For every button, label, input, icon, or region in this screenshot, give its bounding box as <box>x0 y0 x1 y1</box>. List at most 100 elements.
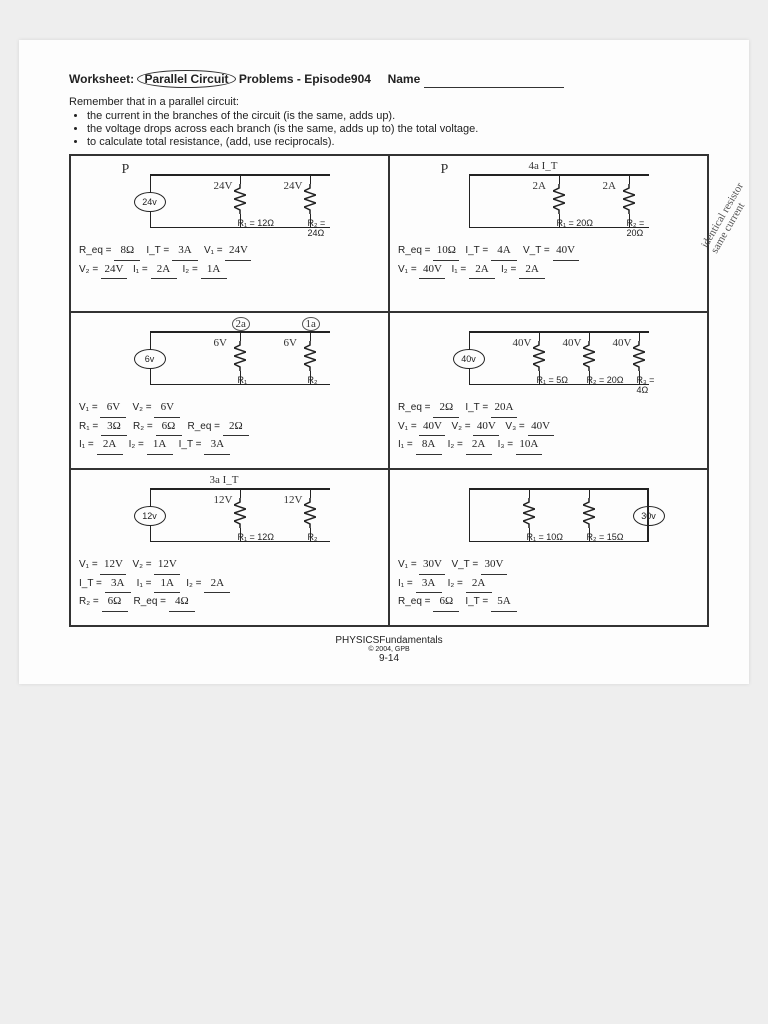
title-circled: Parallel Circuit <box>137 70 235 88</box>
answer-value: 3A <box>204 436 230 455</box>
answer-item: V₁ = 30V <box>398 556 445 575</box>
circuit-diagram: 6vR₁6V2aR₂6V1a <box>120 323 340 393</box>
handwritten-value: 24V <box>214 180 233 192</box>
answer-row: R₂ = 6Ω R_eq = 4Ω <box>79 593 380 612</box>
header: Worksheet: Parallel Circuit Problems - E… <box>69 70 709 88</box>
answer-row: I₁ = 3AI₂ = 2A <box>398 575 699 594</box>
answer-value: 3A <box>172 242 198 261</box>
answer-value: 30V <box>419 556 445 575</box>
answer-value: 2Ω <box>223 418 249 437</box>
answer-item: I₂ = 2A <box>186 575 230 594</box>
answer-row: I₁ = 8AI₂ = 2AI₃ = 10A <box>398 436 699 455</box>
answer-block: V₁ = 12VV₂ = 12VI_T = 3AI₁ = 1AI₂ = 2AR₂… <box>79 556 380 612</box>
answer-item: R_eq = 8Ω <box>79 242 140 261</box>
circuit-diagram: P4a I_TR₁ = 20Ω2AR₂ = 20Ω2A <box>439 166 659 236</box>
answer-item: I₂ = 1A <box>129 436 173 455</box>
answer-value: 6V <box>154 399 180 418</box>
handwritten-value: 12V <box>284 494 303 506</box>
answer-item: V₃ = 40V <box>505 418 553 437</box>
answer-row: V₁ = 40V V₂ = 40V V₃ = 40V <box>398 418 699 437</box>
answer-row: V₁ = 30VV_T = 30V <box>398 556 699 575</box>
answer-value: 12V <box>100 556 126 575</box>
answer-value: 1A <box>154 575 180 594</box>
answer-row: R_eq = 6ΩI_T = 5A <box>398 593 699 612</box>
answer-item: R₁ = 3Ω <box>79 418 127 437</box>
intro-bullet: the voltage drops across each branch (is… <box>87 123 709 135</box>
answer-item: R₂ = 6Ω <box>79 593 128 612</box>
answer-value: 6Ω <box>156 418 182 437</box>
answer-value: 8Ω <box>114 242 140 261</box>
answer-item: V₂ = 12V <box>132 556 180 575</box>
answer-value: 1A <box>201 261 227 280</box>
answer-row: V₁ = 12V V₂ = 12V <box>79 556 380 575</box>
answer-item: V₂ = 6V <box>132 399 180 418</box>
footer-title: PHYSICSFundamentals <box>335 635 442 646</box>
answer-value: 6V <box>100 399 126 418</box>
handwritten-value: 12V <box>214 494 233 506</box>
answer-item: I_T = 3A <box>146 242 198 261</box>
answer-item: V₂ = 40V <box>451 418 499 437</box>
problem-cell: 12v3a I_TR₁ = 12Ω12VR₂12VV₁ = 12VV₂ = 12… <box>70 469 389 626</box>
answer-item: I_T = 5A <box>465 593 517 612</box>
margin-note: identical resistor same current <box>700 167 764 256</box>
answer-block: V₁ = 30VV_T = 30VI₁ = 3AI₂ = 2AR_eq = 6Ω… <box>398 556 699 612</box>
answer-item: I_T = 4A <box>465 242 517 261</box>
answer-value: 24V <box>101 261 127 280</box>
answer-value: 3A <box>416 575 442 594</box>
answer-value: 2A <box>151 261 177 280</box>
name-blank[interactable] <box>424 87 564 88</box>
answer-row: V₂ = 24VI₁ = 2AI₂ = 1A <box>79 261 380 280</box>
problem-cell: 40vR₁ = 5Ω40VR₂ = 20Ω40VR₃ = 4Ω40VR_eq =… <box>389 312 708 469</box>
problem-cell: P4a I_TR₁ = 20Ω2AR₂ = 20Ω2A R_eq = 10Ω I_T… <box>389 155 708 312</box>
answer-row: R_eq = 2ΩI_T = 20A <box>398 399 699 418</box>
answer-item: I₁ = 2A <box>79 436 123 455</box>
handwritten-value: 6V <box>284 337 297 349</box>
answer-value: 40V <box>553 242 579 261</box>
answer-item: I_T = 20A <box>465 399 517 418</box>
answer-value: 24V <box>225 242 251 261</box>
answer-item: I₁ = 2A <box>133 261 177 280</box>
handwritten-value: 2A <box>603 180 616 192</box>
problem-cell: 30vR₁ = 10ΩR₂ = 15ΩV₁ = 30VV_T = 30VI₁ =… <box>389 469 708 626</box>
answer-value: 2A <box>469 261 495 280</box>
resistor-icon <box>234 498 246 528</box>
answer-value: 8A <box>416 436 442 455</box>
battery-label: 24v <box>134 192 166 212</box>
resistor-icon <box>304 341 316 371</box>
footer-copyright: © 2004, GPB <box>69 646 709 653</box>
intro-bullet: the current in the branches of the circu… <box>87 110 709 122</box>
answer-item: I₁ = 1A <box>137 575 181 594</box>
answer-value: 20A <box>491 399 517 418</box>
resistor-label: R₂ = 20Ω <box>587 375 624 385</box>
answer-value: 3Ω <box>101 418 127 437</box>
footer-page: 9-14 <box>379 653 399 664</box>
answer-value: 10A <box>516 436 542 455</box>
answer-value: 5A <box>491 593 517 612</box>
answer-item: V₁ = 40V <box>398 418 445 437</box>
answer-value: 2Ω <box>433 399 459 418</box>
answer-value: 4Ω <box>169 593 195 612</box>
answer-item: R_eq = 4Ω <box>134 593 195 612</box>
intro: Remember that in a parallel circuit: the… <box>69 96 709 148</box>
resistor-label: R₁ = 12Ω <box>238 218 275 228</box>
handwritten-note: 3a I_T <box>210 474 239 486</box>
circuit-diagram: 24vPR₁ = 12Ω24VR₂ = 24Ω24V <box>120 166 340 236</box>
answer-row: V₁ = 40VI₁ = 2AI₂ = 2A <box>398 261 699 280</box>
answer-item: I₂ = 2A <box>448 436 492 455</box>
resistor-label: R₂ <box>308 375 318 385</box>
answer-item: V₁ = 12V <box>79 556 126 575</box>
footer: PHYSICSFundamentals © 2004, GPB 9-14 <box>69 635 709 664</box>
answer-value: 40V <box>473 418 499 437</box>
answer-item: R_eq = 10Ω <box>398 242 459 261</box>
answer-row: R_eq = 8Ω I_T = 3A V₁ = 24V <box>79 242 380 261</box>
answer-item: I₁ = 2A <box>451 261 495 280</box>
answer-row: V₁ = 6VV₂ = 6V <box>79 399 380 418</box>
handwritten-value: 40V <box>563 337 582 349</box>
answer-item: V₁ = 24V <box>204 242 251 261</box>
problem-cell: 6vR₁6V2aR₂6V1aV₁ = 6VV₂ = 6VR₁ = 3ΩR₂ = … <box>70 312 389 469</box>
battery-label: 30v <box>633 506 665 526</box>
battery-label: 40v <box>453 349 485 369</box>
answer-value: 40V <box>419 418 445 437</box>
answer-value: 2A <box>97 436 123 455</box>
resistor-icon <box>304 184 316 214</box>
